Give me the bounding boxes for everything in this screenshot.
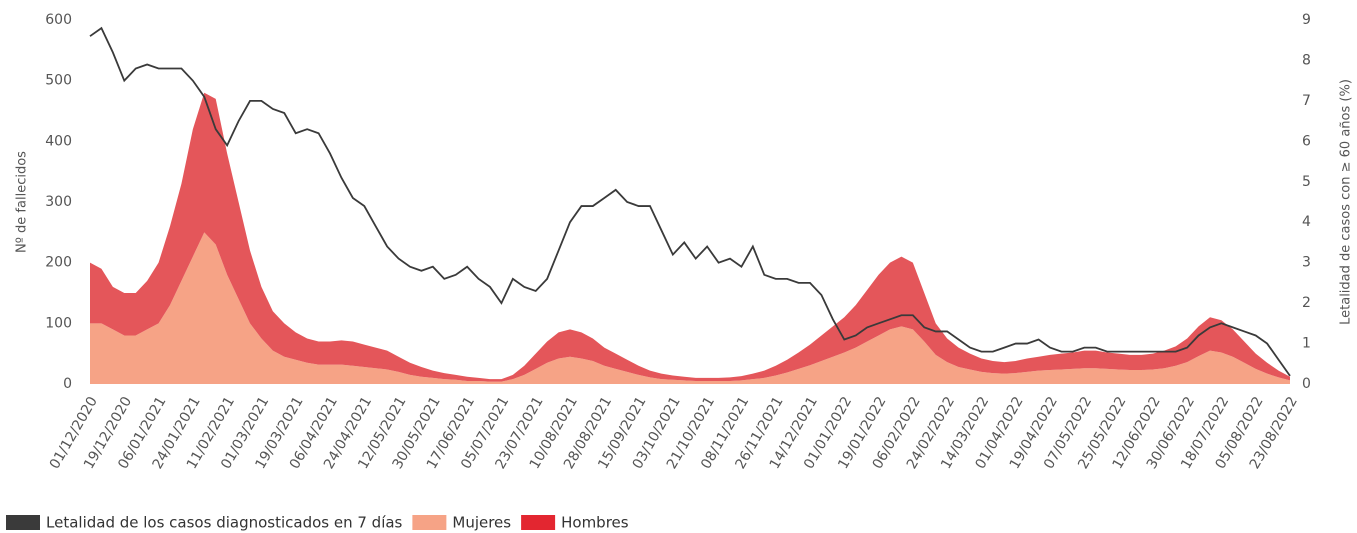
legend: Letalidad de los casos diagnosticados en… (6, 514, 629, 532)
y-tick-label: 100 (45, 315, 72, 331)
y2-tick-label: 5 (1302, 174, 1311, 190)
y2-tick-label: 7 (1302, 93, 1311, 109)
y-tick-label: 300 (45, 194, 72, 210)
legend-swatch (521, 515, 556, 530)
legend-label: Letalidad de los casos diagnosticados en… (46, 514, 403, 532)
y2-tick-label: 1 (1302, 336, 1311, 352)
y2-tick-label: 4 (1302, 214, 1311, 230)
y-axis-title: Nº de fallecidos (15, 151, 30, 253)
line (89, 26, 1291, 377)
y2-tick-label: 6 (1302, 133, 1311, 149)
y2-axis-title: Letalidad de casos con ≥ 60 años (%) (1339, 79, 1354, 325)
y-tick-label: 0 (63, 376, 72, 392)
y-tick-label: 200 (45, 255, 72, 271)
y2-tick-label: 9 (1302, 12, 1311, 28)
y-tick-label: 500 (45, 73, 72, 89)
y-tick-label: 400 (45, 133, 72, 149)
legend-label: Hombres (561, 514, 629, 532)
legend-swatch (6, 515, 40, 530)
y2-tick-label: 2 (1302, 295, 1311, 311)
y-tick-label: 600 (45, 12, 72, 28)
y2-tick-label: 0 (1302, 376, 1311, 392)
legend-swatch (412, 515, 447, 530)
area (90, 232, 1290, 384)
y2-tick-label: 8 (1302, 52, 1311, 68)
legend-label: Mujeres (452, 514, 511, 532)
area (90, 92, 1290, 382)
y2-tick-label: 3 (1302, 255, 1311, 271)
